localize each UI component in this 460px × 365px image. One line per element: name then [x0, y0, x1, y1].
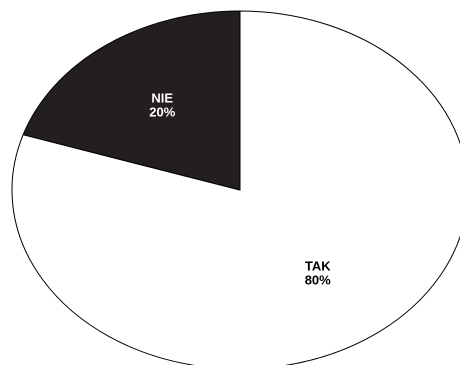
- slice-label: TAK: [305, 258, 331, 273]
- slice-value-label: 80%: [305, 272, 331, 287]
- slice-label: NIE: [151, 90, 173, 105]
- slice-value-label: 20%: [149, 104, 175, 119]
- pie-slice: [11, 10, 460, 365]
- pie-slice: [22, 10, 241, 191]
